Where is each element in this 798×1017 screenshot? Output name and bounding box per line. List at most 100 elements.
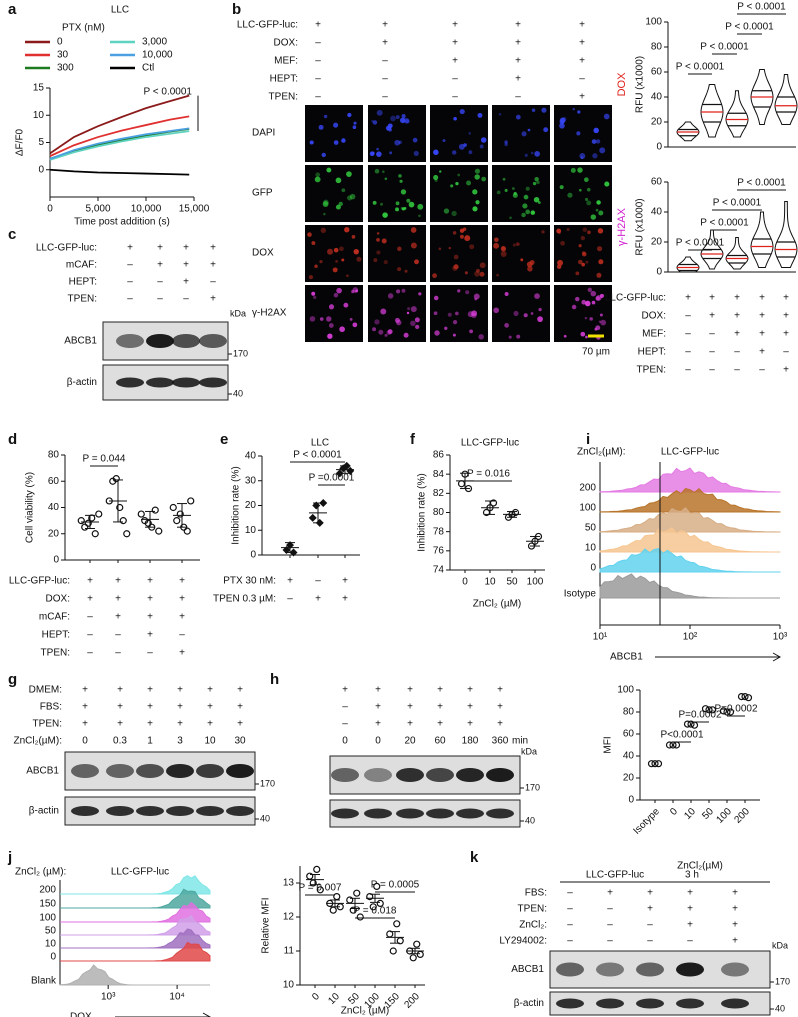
y-axis-label: RFU (x1000) (635, 198, 646, 255)
cell-signal (580, 331, 586, 337)
data-point (353, 889, 361, 897)
condition-cell: – (687, 936, 693, 947)
x-tick-label: 10 (484, 577, 496, 588)
cell-signal (457, 289, 461, 293)
cell-signal (451, 210, 457, 217)
data-point (393, 920, 401, 928)
band (196, 764, 224, 778)
cell-signal (496, 273, 499, 277)
band (676, 962, 704, 977)
condition-label: FBS: (525, 888, 547, 899)
cell-signal (314, 176, 321, 183)
condition-cell: + (734, 293, 740, 304)
panel-label: a (8, 1, 17, 18)
x-axis-label: DOX (70, 1012, 92, 1017)
cell-signal (376, 232, 380, 235)
cell-signal (398, 140, 402, 144)
violin (774, 201, 798, 268)
cell-signal (543, 127, 549, 133)
condition-cell: + (687, 904, 693, 915)
cell-signal (351, 235, 356, 239)
data-point (647, 760, 656, 768)
cell-signal (500, 246, 507, 252)
cell-signal (575, 271, 580, 276)
cell-signal (328, 323, 334, 328)
condition-cell: + (117, 719, 123, 730)
condition-cell: + (759, 329, 765, 340)
condition-cell: 10 (204, 736, 216, 747)
cell-signal (335, 177, 342, 184)
cell-signal (371, 151, 375, 155)
x-tick-label: 200 (402, 991, 422, 1011)
cell-signal (335, 259, 338, 263)
cell-signal (572, 107, 575, 111)
condition-cell: + (115, 612, 121, 623)
condition-cell: + (783, 293, 789, 304)
histogram-shape (60, 928, 211, 949)
cell-signal (410, 306, 417, 313)
condition-label: LLC-GFP-luc: (36, 243, 97, 254)
cell-signal (480, 137, 487, 143)
condition-cell: + (732, 888, 738, 899)
condition-cell: – (315, 74, 321, 85)
cell-signal (474, 174, 480, 180)
annotation: P < 0.0001 (293, 450, 342, 461)
cell-signal (525, 209, 531, 215)
condition-cell: – (709, 329, 715, 340)
y-tick-label: 82 (433, 488, 445, 499)
data-point (737, 692, 746, 701)
histogram-shape (599, 573, 780, 599)
x-tick-label: 0 (668, 806, 680, 818)
cell-signal (457, 173, 461, 177)
condition-cell: + (579, 92, 585, 103)
cell-signal (452, 333, 456, 337)
cell-signal (513, 310, 519, 316)
band (136, 806, 164, 816)
band (71, 764, 99, 778)
cell-signal (403, 332, 409, 338)
condition-label: FBS: (40, 702, 62, 713)
condition-cell: + (607, 888, 613, 899)
row-title: ZnCl₂ (µM): (15, 867, 66, 878)
condition-cell: + (759, 311, 765, 322)
cell-signal (349, 317, 353, 321)
cell-signal (536, 180, 540, 185)
y-tick-label: 20 (245, 500, 257, 511)
cell-signal (475, 200, 480, 205)
condition-cell: – (607, 936, 613, 947)
cell-signal (464, 271, 468, 275)
condition-cell: + (407, 719, 413, 730)
cell-signal (326, 316, 332, 322)
condition-cell: – (87, 630, 93, 641)
cell-signal (433, 149, 439, 156)
cell-signal (343, 302, 349, 308)
cell-signal (413, 150, 419, 157)
condition-cell: 0.3 (113, 736, 127, 747)
condition-cell: + (687, 888, 693, 899)
micrograph (554, 165, 612, 222)
cell-signal (584, 177, 589, 183)
cell-signal (468, 150, 473, 155)
condition-label: LLC-GFP-luc: (9, 576, 70, 587)
cell-signal (466, 180, 472, 186)
x-tick-label: 10 (326, 991, 342, 1007)
x-tick-label: Isotype (631, 806, 662, 837)
y-tick-label: 0 (38, 164, 44, 175)
condition-cell: + (117, 702, 123, 713)
band (199, 334, 227, 348)
condition-cell: + (177, 702, 183, 713)
condition-cell: + (437, 702, 443, 713)
y-tick-label: 20 (651, 237, 663, 248)
cell-signal (472, 189, 478, 195)
annotation: P < 0.0001 (737, 178, 786, 189)
condition-cell: + (210, 294, 216, 305)
condition-cell: + (452, 56, 458, 67)
cell-signal (496, 190, 501, 195)
cell-signal (464, 235, 471, 242)
data-point (687, 720, 695, 728)
condition-label: LLC-GFP-luc: (605, 293, 666, 304)
condition-cell: + (147, 685, 153, 696)
data-point (319, 499, 328, 508)
cell-signal (595, 139, 601, 144)
cell-signal (452, 231, 457, 235)
